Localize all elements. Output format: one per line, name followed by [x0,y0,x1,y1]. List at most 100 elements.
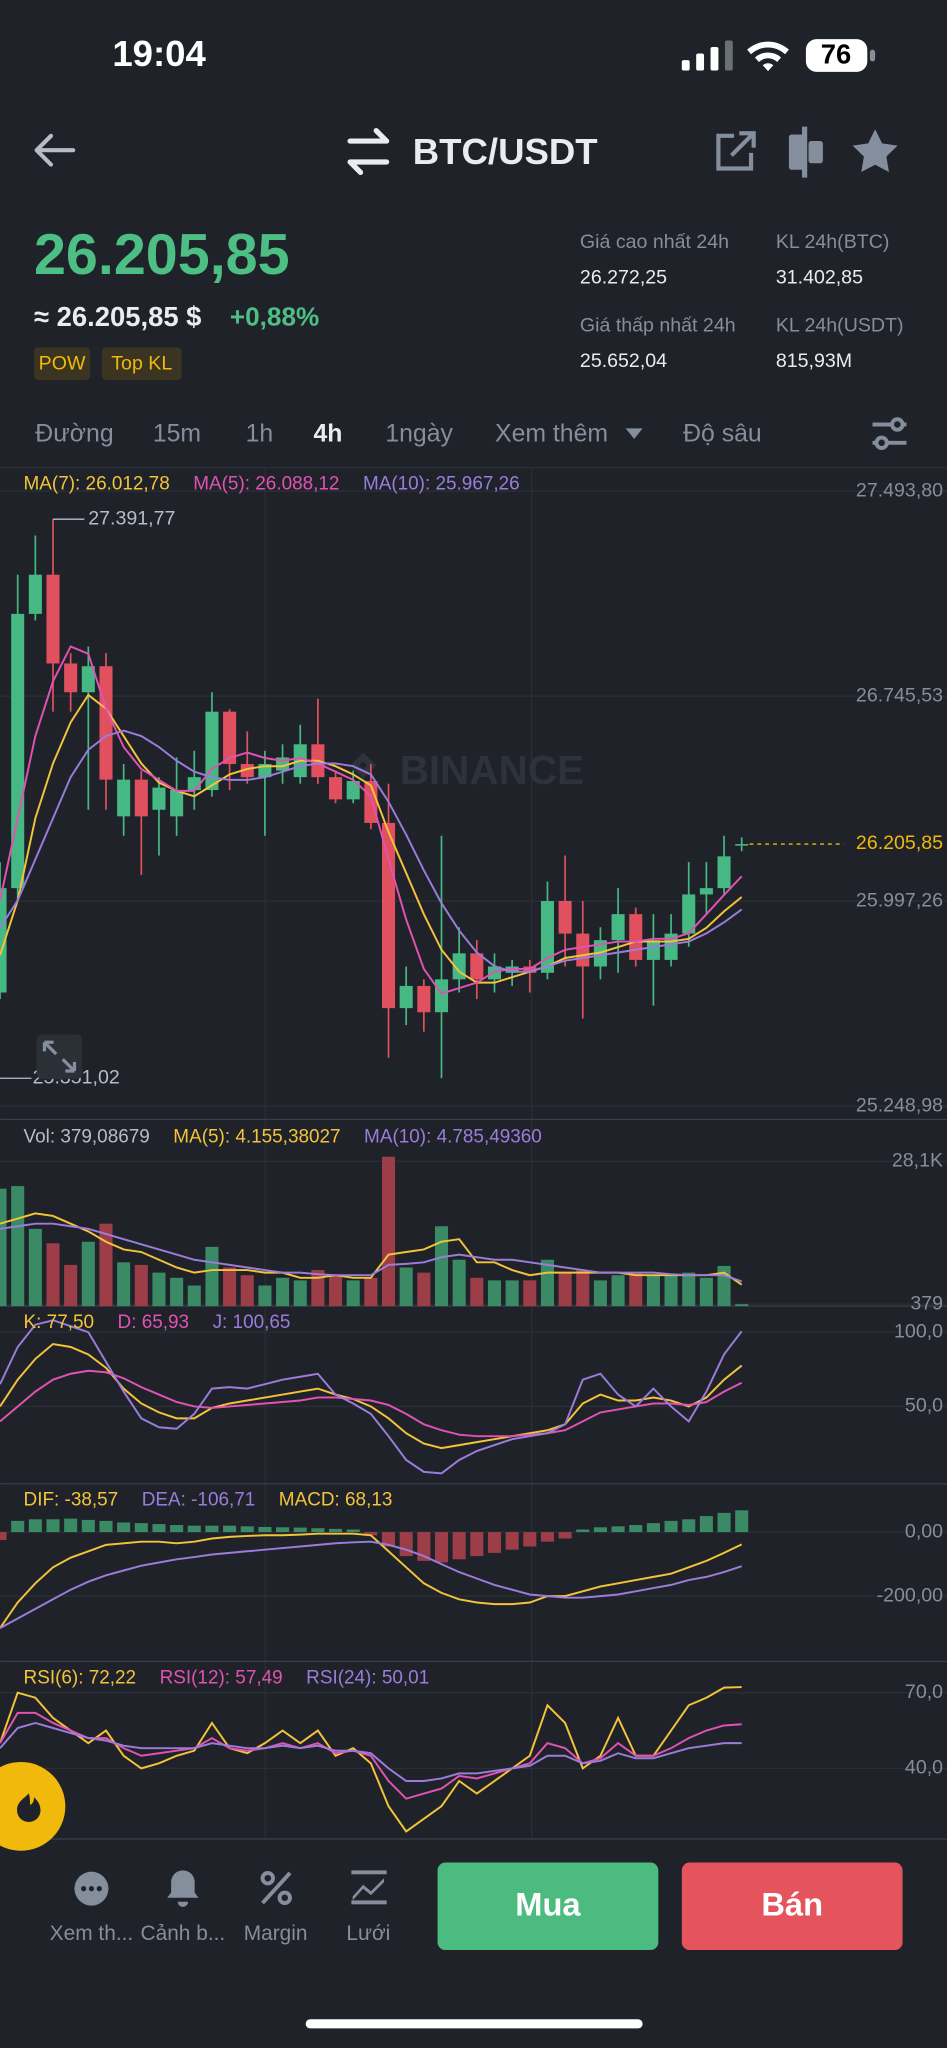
candle-body [117,779,131,817]
dropdown-icon [625,428,643,439]
alert-icon[interactable] [167,1870,199,1907]
macd-bar [735,1510,749,1533]
fiat-price: ≈ 26.205,85 $ [34,301,201,332]
signal-icon [681,40,733,71]
back-button[interactable] [34,133,76,167]
sell-button[interactable] [681,1862,903,1951]
tab[interactable]: 1ngày [385,420,453,447]
pair-title: BTC/USDT [413,131,598,172]
macd-bar [99,1520,113,1533]
macd-bar [276,1527,290,1533]
candle-body [99,666,113,780]
legend-label: MA(5): 26.088,12 [193,474,339,495]
volume-bar [611,1275,625,1307]
action-label[interactable]: Xem th... [50,1922,134,1945]
volume-bar [540,1259,554,1307]
macd-bar [699,1516,713,1533]
indicator-line [0,645,743,995]
swap-icon[interactable] [347,128,390,176]
candle-body [487,966,502,980]
more-dots [81,1886,102,1892]
tab[interactable]: Xem thêm [495,420,608,447]
candle-body [152,787,166,810]
candle-body [470,953,484,980]
favorite-icon[interactable] [852,129,898,173]
candle-body [540,900,554,973]
indicator-line [0,729,743,973]
tab[interactable]: Độ sâu [683,420,762,447]
buy-label[interactable]: Mua [515,1886,581,1923]
tag[interactable]: POW [39,353,86,375]
tag[interactable]: Top KL [111,353,172,375]
legend-label: K: 77,50 [24,1312,95,1333]
candle-body [134,779,148,817]
macd-bar [434,1532,449,1563]
y-tick-label: 28,1K [892,1150,943,1172]
macd-bar [523,1532,537,1547]
candle-body [11,613,25,889]
settings-icon[interactable] [872,417,907,450]
tab[interactable]: Đường [35,420,113,447]
action-label[interactable]: Lưới [346,1922,390,1945]
volume-bar [46,1243,60,1307]
orderbook-icon[interactable] [788,126,823,178]
volume-bar [223,1267,237,1307]
stat-label: KL 24h(BTC) [776,231,890,253]
candle-body [329,777,343,800]
watermark-logo [350,752,377,779]
candle-body [417,985,431,1013]
volume-bar [699,1277,713,1307]
expand-button[interactable] [36,1034,83,1079]
tab[interactable]: 1h [246,420,274,447]
volume-bar [505,1280,519,1307]
macd-bar [717,1512,731,1533]
candle-body [611,914,625,941]
tab[interactable]: 15m [153,420,201,447]
macd-bar [540,1532,554,1542]
macd-bar [682,1519,696,1533]
stat-value: 26.272,25 [580,266,667,288]
y-tick-label: 40,0 [905,1757,943,1779]
y-tick-label: 50,0 [905,1395,943,1417]
flame-icon [17,1793,41,1823]
macd-bar [170,1525,184,1533]
y-tick-label: 379 [910,1292,943,1314]
buy-button[interactable] [437,1862,659,1951]
candle-body [0,888,7,993]
y-tick-label: -200,00 [877,1584,944,1606]
indicator-line [0,1342,743,1450]
legend-label: J: 100,65 [213,1312,291,1333]
macd-bar [664,1520,678,1533]
candle-body [381,822,396,1009]
indicator-line [0,1532,743,1629]
volume-bar [558,1272,572,1307]
legend-label: RSI(24): 50,01 [306,1667,429,1688]
volume-bar [381,1156,396,1307]
clock: 19:04 [112,33,206,74]
macd-bar [364,1532,378,1536]
action-label[interactable]: Cảnh b... [141,1922,226,1945]
action-label[interactable]: Margin [244,1922,308,1945]
candle-body [240,764,254,778]
share-icon[interactable] [716,131,756,171]
candle-body [46,574,60,664]
last-price: 26.205,85 [34,223,290,287]
legend-label: MACD: 68,13 [279,1490,393,1511]
volume-bar [0,1188,7,1307]
high-label: 27.391,77 [88,507,175,529]
volume-bar [399,1267,413,1307]
margin-icon[interactable] [260,1871,292,1905]
macd-bar [487,1532,502,1553]
macd-bar [187,1525,201,1533]
tab-active[interactable]: 4h [314,420,343,447]
plot: 27.493,80 26.745,53 25.997,26 25.248,98 27.3… [0,474,947,1833]
sell-label[interactable]: Bán [761,1886,823,1923]
grid-icon[interactable] [351,1870,387,1905]
macd-bar [152,1524,166,1533]
macd-bar [81,1519,95,1533]
volume-bar [11,1186,25,1307]
macd-bar [64,1518,78,1533]
y-tick-label: 27.493,80 [856,479,943,501]
